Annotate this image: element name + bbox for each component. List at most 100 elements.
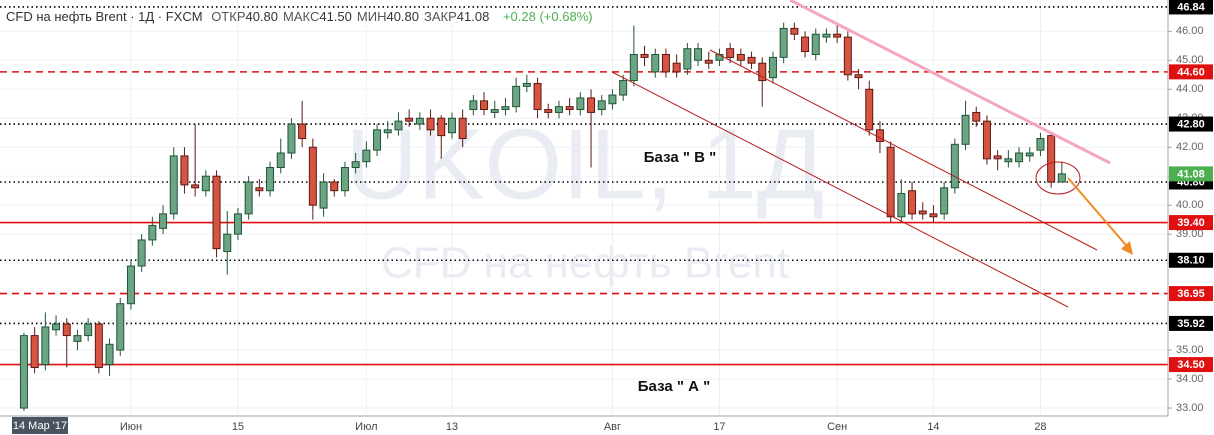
candle-body [233,213,242,235]
candle-body [319,181,328,209]
trend-line [789,0,1111,165]
candles [19,22,1066,411]
x-tick-label: 17 [713,421,725,433]
candle-body [276,152,285,169]
candle-body [608,94,617,105]
candle-body [512,85,521,108]
candle-body [415,117,424,125]
candle-body [544,109,553,113]
x-tick-label: Авг [604,421,621,433]
candle-body [886,146,895,218]
y-tick-label: 42.00 [1176,141,1204,153]
candle-body [768,56,777,79]
candle-body [972,111,981,122]
candle-body [961,114,970,145]
y-tick-label: 39.00 [1176,228,1204,240]
candle-body [223,233,232,253]
level-label-box [1169,0,1213,15]
stat-value: 41.08 [456,9,490,24]
y-tick-label: 45.00 [1176,54,1204,66]
x-tick-label: 13 [446,421,458,433]
candle-body [801,36,810,53]
candle-body [298,123,307,140]
x-tick-label: Июл [355,421,377,433]
level-label: 39.40 [1177,217,1205,229]
last-price-label: 41.08 [1177,168,1205,180]
watermark: UKOIL, 1Д [345,108,824,220]
x-tick-label: Июн [120,421,142,433]
x-tick-label: Сен [827,421,847,433]
candle-body [865,88,874,131]
y-tick-label: 40.00 [1176,199,1204,211]
stat-value: 40.80 [245,9,279,24]
candle-body [747,56,756,64]
candle-body [1015,152,1024,163]
annotation: База " А " [638,378,710,395]
candle-body [437,117,446,137]
candle-body [201,175,210,192]
annotation: База " В " [644,149,716,166]
y-tick-label: 34.00 [1176,373,1204,385]
stat-value: 41.50 [319,9,352,24]
stat-value: 40.80 [386,9,420,24]
candle-body [640,53,649,58]
candle-body [469,100,478,111]
candle-body [704,59,713,64]
candle-body [875,129,884,142]
candle-body [1036,138,1045,151]
arrow-head [1121,241,1133,255]
candle-body [255,187,264,192]
candle-body [736,53,745,61]
level-label: 34.50 [1177,359,1205,371]
candle-body [137,239,146,267]
candle-body [308,146,317,206]
candle-body [1004,158,1013,163]
candle-body [565,106,574,111]
candle-body [244,181,253,215]
level-label: 46.84 [1177,1,1205,13]
x-tick-label: 14 [927,421,939,433]
candle-body [30,335,39,368]
y-tick-label: 33.00 [1176,402,1204,414]
level-label: 38.10 [1177,255,1205,267]
candle-body [811,33,820,55]
stat-label: ЗАКР [424,9,457,24]
candle-body [180,155,189,186]
axes: 33.0034.0035.0036.0037.0038.0039.0040.00… [120,0,1213,433]
candle-body [554,106,563,113]
level-label-box [1169,357,1213,373]
candle-body [822,33,831,38]
candle-body [950,143,959,189]
candle-body [383,129,392,134]
candle-body [191,184,200,189]
stat-label: МАКС [283,9,320,24]
level-label: 42.80 [1177,118,1205,130]
candle-body [651,53,660,73]
level-label-box [1169,315,1213,331]
candle-body [1047,135,1056,183]
candle-body [854,74,863,79]
candle-body [929,213,938,218]
candle-body [790,27,799,35]
change: +0.28 (+0.68%) [502,9,593,24]
watermark: CFD на нефть Brent [381,239,789,288]
candle-body [629,53,638,82]
x-tick-label: 15 [232,421,244,433]
candle-body [918,210,927,215]
candle-body [683,48,692,70]
candle-body [726,48,735,58]
crosshair-date-box [12,417,68,434]
levels [0,6,1168,366]
x-axis-panel [0,416,1214,435]
y-tick-label: 35.00 [1176,344,1204,356]
highlight-ellipse [1035,161,1081,195]
candle-body [522,82,531,87]
candle-body [287,123,296,154]
candle-body [1057,173,1066,183]
candle-body [340,167,349,192]
candle-body [908,190,917,215]
level-label-box [1169,64,1213,80]
candle-body [362,149,371,163]
